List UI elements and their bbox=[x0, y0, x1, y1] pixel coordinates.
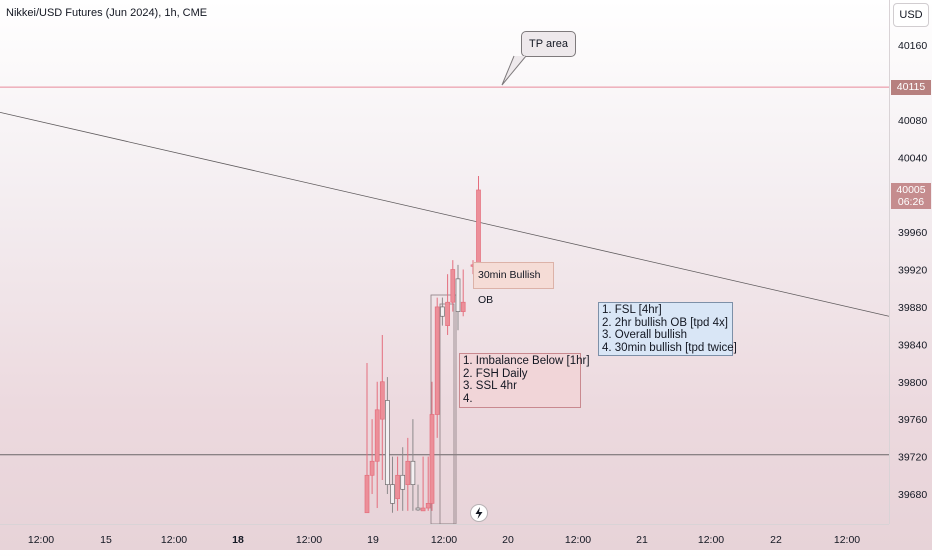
left-box-line-1: 1. Imbalance Below [1hr] bbox=[463, 355, 590, 367]
price-tick-label: 39760 bbox=[898, 414, 927, 426]
symbol-title[interactable]: Nikkei/USD Futures (Jun 2024), 1h, CME bbox=[6, 7, 208, 19]
price-tick-label: 39880 bbox=[898, 302, 927, 314]
time-tick-label: 19 bbox=[367, 534, 379, 546]
price-tick-label: 39920 bbox=[898, 265, 927, 277]
time-tick-label: 22 bbox=[770, 534, 782, 546]
right-box-line-2: 2. 2hr bullish OB [tpd 4x] bbox=[602, 316, 728, 329]
time-tick-label: 20 bbox=[502, 534, 514, 546]
current-price-value: 40005 bbox=[896, 184, 926, 196]
candle-body[interactable] bbox=[410, 460, 416, 485]
price-chart[interactable] bbox=[0, 0, 889, 524]
time-tick-label: 12:00 bbox=[834, 534, 860, 546]
price-axis[interactable]: 40160 40080 40040 39960 39920 39880 39840 39800… bbox=[889, 0, 932, 524]
time-tick-label: 12:00 bbox=[698, 534, 724, 546]
tp-area-callout[interactable]: TP area bbox=[521, 31, 576, 57]
lightning-icon[interactable] bbox=[470, 504, 488, 522]
candle-body[interactable] bbox=[364, 474, 370, 514]
time-tick-label: 12:00 bbox=[296, 534, 322, 546]
left-box-line-3: 3. SSL 4hr bbox=[463, 380, 517, 392]
time-tick-label: 12:00 bbox=[431, 534, 457, 546]
candle-body[interactable] bbox=[460, 301, 466, 312]
time-tick-label: 18 bbox=[232, 534, 244, 546]
candle-body[interactable] bbox=[445, 301, 450, 326]
candle-body[interactable] bbox=[374, 409, 380, 462]
time-tick-label: 21 bbox=[636, 534, 648, 546]
right-box-line-4: 4. 30min bullish [tpd twice] bbox=[602, 341, 737, 354]
bar-countdown: 06:26 bbox=[897, 196, 925, 208]
time-tick-label: 12:00 bbox=[28, 534, 54, 546]
chart-area[interactable] bbox=[0, 0, 889, 524]
candle-body[interactable] bbox=[405, 460, 411, 485]
candle-body[interactable] bbox=[420, 507, 426, 512]
time-tick-label: 12:00 bbox=[161, 534, 187, 546]
candle-body[interactable] bbox=[385, 400, 390, 485]
candle-body[interactable] bbox=[455, 278, 461, 312]
left-box-line-2: 2. FSH Daily bbox=[463, 367, 528, 380]
candle-body[interactable] bbox=[450, 269, 456, 303]
candle-body[interactable] bbox=[425, 503, 431, 509]
price-axis-labels: 40160 40080 40040 39960 39920 39880 39840 39800… bbox=[898, 40, 927, 501]
price-tick-label: 40040 bbox=[898, 152, 927, 164]
time-axis[interactable]: 12:00 15 12:00 18 12:00 19 12:00 20 12:00 21 12:00… bbox=[0, 524, 889, 551]
price-tick-label: 39720 bbox=[898, 452, 927, 464]
right-box-line-3: 3. Overall bullish bbox=[602, 329, 688, 341]
candle-body[interactable] bbox=[440, 306, 445, 317]
candle-body[interactable] bbox=[400, 474, 406, 490]
price-tick-label: 39800 bbox=[898, 377, 927, 389]
candle-body[interactable] bbox=[476, 189, 481, 266]
price-tick-label: 39680 bbox=[898, 489, 927, 501]
callout-pointer bbox=[501, 55, 527, 86]
candle-body[interactable] bbox=[390, 484, 395, 504]
currency-button[interactable]: USD bbox=[893, 3, 929, 27]
time-axis-labels: 12:00 15 12:00 18 12:00 19 12:00 20 12:00 21 12:00… bbox=[28, 534, 860, 546]
price-tick-label: 40160 bbox=[898, 40, 927, 52]
analysis-box-right[interactable]: 1. FSL [4hr] 2. 2hr bullish OB [tpd 4x] … bbox=[598, 302, 737, 356]
candle-body[interactable] bbox=[415, 507, 421, 511]
zone-box-outer[interactable] bbox=[430, 294, 457, 524]
price-tick-label: 40080 bbox=[898, 115, 927, 127]
time-tick-label: 15 bbox=[100, 534, 112, 546]
candle-body[interactable] bbox=[369, 460, 375, 476]
tp-level-tag: 40115 bbox=[891, 80, 931, 95]
candle-body[interactable] bbox=[429, 414, 435, 504]
right-box-line-1: 1. FSL [4hr] bbox=[602, 304, 662, 316]
left-box-line-4: 4. bbox=[463, 392, 473, 405]
trend-line[interactable] bbox=[0, 111, 889, 317]
analysis-box-left[interactable]: 1. Imbalance Below [1hr] 2. FSH Daily 3.… bbox=[459, 353, 590, 408]
time-tick-label: 12:00 bbox=[565, 534, 591, 546]
candle-body[interactable] bbox=[379, 381, 385, 420]
current-price-tag: 40005 06:26 bbox=[891, 183, 931, 209]
candle-body[interactable] bbox=[434, 306, 440, 415]
price-tick-label: 39840 bbox=[898, 339, 927, 351]
candle-body[interactable] bbox=[395, 474, 400, 500]
tp-level-value: 40115 bbox=[896, 81, 926, 93]
price-tick-label: 39960 bbox=[898, 227, 927, 239]
ob-label-box[interactable]: 30min Bullish OB bbox=[473, 262, 554, 306]
zone-box-inner[interactable] bbox=[439, 303, 455, 524]
